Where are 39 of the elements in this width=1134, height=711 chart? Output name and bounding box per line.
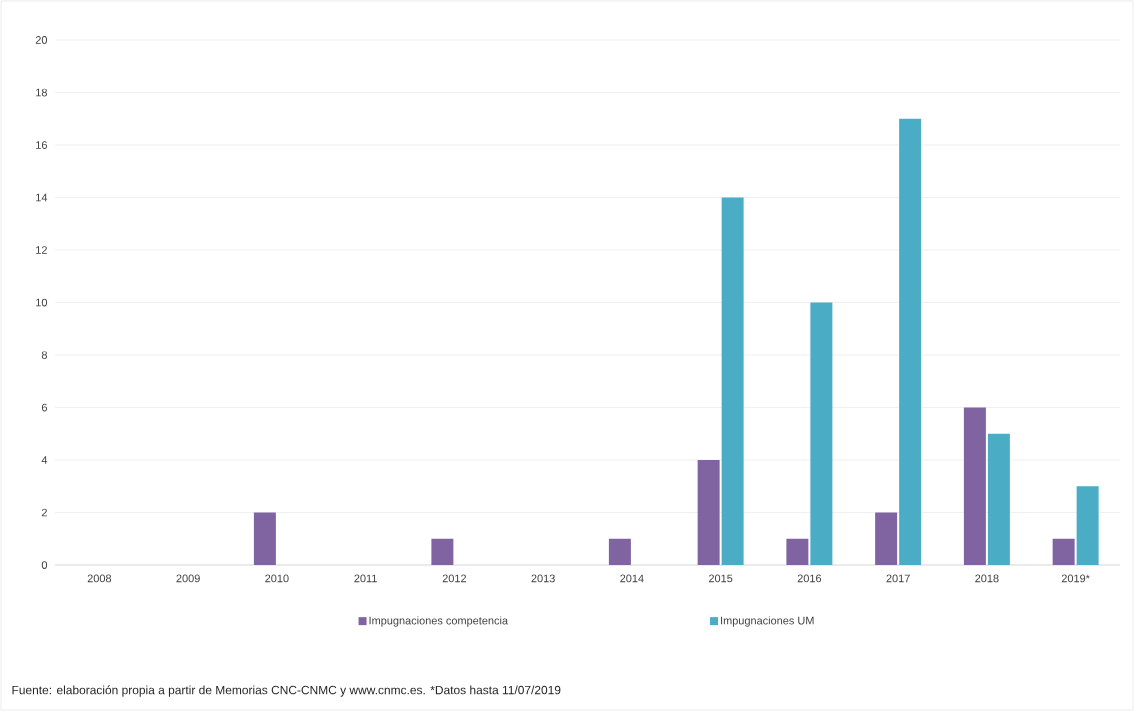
x-tick-label: 2016 — [797, 574, 822, 583]
bar — [431, 538, 454, 565]
bar — [875, 512, 898, 565]
bar — [1076, 486, 1099, 565]
bar — [1052, 538, 1075, 565]
y-tick-label: 12 — [36, 246, 47, 254]
y-tick-label: 10 — [36, 298, 48, 307]
source-note: Fuente: elaboración propia a partir de Memorias CNC-CNMC y www.cnmc.es. *Datos hasta 11/07/2019 — [12, 685, 561, 697]
y-tick-label: 18 — [36, 88, 47, 97]
x-tick-label: 2014 — [620, 574, 644, 583]
x-tick-label: 2011 — [354, 574, 377, 583]
x-tick-label: 2009 — [176, 574, 200, 583]
y-tick-label: 20 — [35, 36, 48, 44]
x-tick-label: 2012 — [442, 574, 467, 583]
x-tick-label: 2015 — [708, 574, 733, 583]
y-tick-label: 14 — [36, 193, 48, 202]
x-tick-label: 2017 — [886, 574, 910, 583]
x-tick-label: 2018 — [975, 574, 999, 583]
x-tick-label: 2019* — [1061, 574, 1090, 583]
legend-label: Impugnaciones UM — [721, 616, 814, 627]
x-tick-label: 2010 — [265, 574, 289, 583]
bar — [253, 512, 276, 565]
y-tick-label: 2 — [41, 508, 47, 517]
y-tick-label: 16 — [36, 141, 47, 149]
y-tick-label: 8 — [41, 351, 47, 359]
bar — [608, 538, 631, 565]
y-tick-label: 4 — [41, 456, 48, 464]
bar — [786, 538, 809, 565]
bar — [697, 460, 720, 565]
legend-label: Impugnaciones competencia — [369, 616, 509, 627]
bar — [721, 197, 744, 565]
y-tick-label: 6 — [41, 403, 47, 412]
bar — [810, 302, 833, 565]
bar — [987, 433, 1010, 565]
y-tick-label: 0 — [41, 561, 48, 569]
x-tick-label: 2008 — [87, 574, 112, 583]
bar — [963, 407, 986, 565]
x-tick-label: 2013 — [531, 574, 555, 583]
bar — [899, 118, 922, 565]
